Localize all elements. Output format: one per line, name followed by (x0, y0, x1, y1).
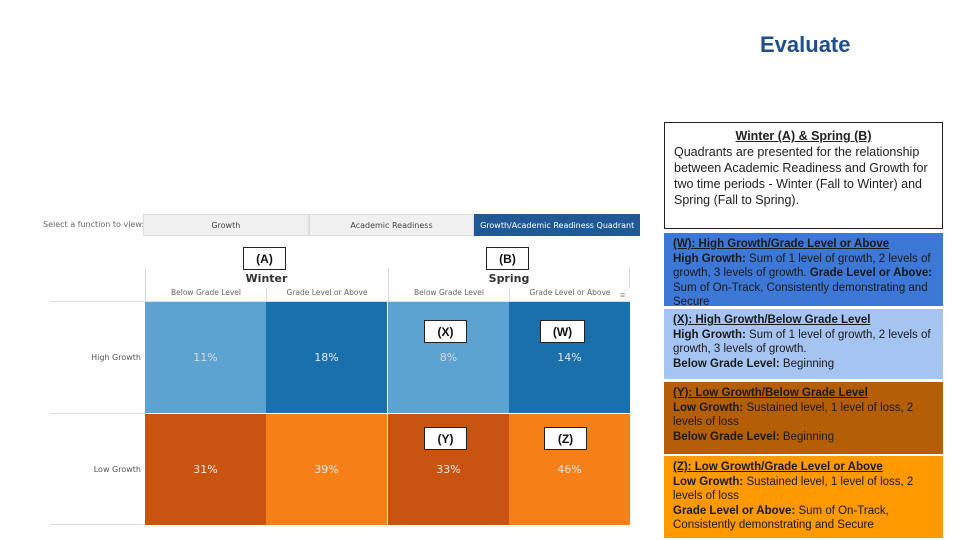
legend-y-text-2: Below Grade Level: Beginning (673, 430, 835, 443)
cell-high-spring-below[interactable]: 8% (388, 302, 509, 413)
legend-w-text: High Growth: Sum of 1 level of growth, 2… (673, 252, 933, 309)
row-label-high-growth: High Growth (91, 353, 141, 362)
legend-z-text: Low Growth: Sustained level, 1 level of … (673, 475, 914, 503)
annotation-z: (Z) (544, 427, 587, 450)
info-body: Quadrants are presented for the relation… (674, 145, 928, 207)
sub-header-spring-above: Grade Level or Above (509, 288, 630, 302)
sub-header-winter-above: Grade Level or Above (266, 288, 387, 302)
legend-z-title: (Z): Low Growth/Grade Level or Above (673, 461, 883, 473)
legend-z: (Z): Low Growth/Grade Level or Above Low… (664, 456, 943, 538)
sort-icon[interactable]: ≡ (620, 290, 626, 300)
legend-z-text-2: Grade Level or Above: Sum of On-Track, C… (673, 504, 889, 532)
row-divider (50, 413, 145, 414)
function-selector: Growth Academic Readiness Growth/Academi… (143, 214, 641, 236)
column-group-spring: Spring (388, 268, 630, 288)
legend-x-text-2: Below Grade Level: Beginning (673, 357, 835, 370)
column-group-winter: Winter (145, 268, 387, 288)
annotation-x: (X) (424, 320, 467, 343)
sub-header-spring-below: Below Grade Level (388, 288, 509, 302)
legend-x-title: (X): High Growth/Below Grade Level (673, 314, 871, 326)
info-title: Winter (A) & Spring (B) (735, 129, 872, 143)
cell-high-spring-above[interactable]: 14% (509, 302, 630, 413)
selector-option-quadrant[interactable]: Growth/Academic Readiness Quadrant (474, 214, 641, 236)
info-box: Winter (A) & Spring (B) Quadrants are pr… (664, 122, 943, 229)
legend-y-title: (Y): Low Growth/Below Grade Level (673, 387, 868, 399)
legend-y-text: Low Growth: Sustained level, 1 level of … (673, 401, 914, 429)
legend-x-text: High Growth: Sum of 1 level of growth, 2… (673, 328, 931, 356)
header-divider (50, 301, 630, 302)
legend-w-title: (W): High Growth/Grade Level or Above (673, 238, 890, 250)
legend-x: (X): High Growth/Below Grade Level High … (664, 309, 943, 379)
annotation-y: (Y) (424, 427, 467, 450)
legend-w: (W): High Growth/Grade Level or Above Hi… (664, 233, 943, 308)
cell-high-winter-below[interactable]: 11% (145, 302, 266, 413)
selector-option-growth[interactable]: Growth (143, 214, 309, 236)
annotation-w: (W) (540, 320, 585, 343)
annotation-b: (B) (486, 247, 529, 270)
slide-title: Evaluate (760, 32, 851, 57)
row-label-low-growth: Low Growth (93, 465, 141, 474)
sub-header-winter-below: Below Grade Level (145, 288, 266, 302)
annotation-a: (A) (243, 247, 286, 270)
selector-option-academic-readiness[interactable]: Academic Readiness (308, 214, 475, 236)
selector-label: Select a function to view: (43, 220, 145, 229)
legend-y: (Y): Low Growth/Below Grade Level Low Gr… (664, 382, 943, 454)
cell-low-winter-below[interactable]: 31% (145, 414, 266, 525)
cell-high-winter-above[interactable]: 18% (266, 302, 387, 413)
cell-low-winter-above[interactable]: 39% (266, 414, 387, 525)
